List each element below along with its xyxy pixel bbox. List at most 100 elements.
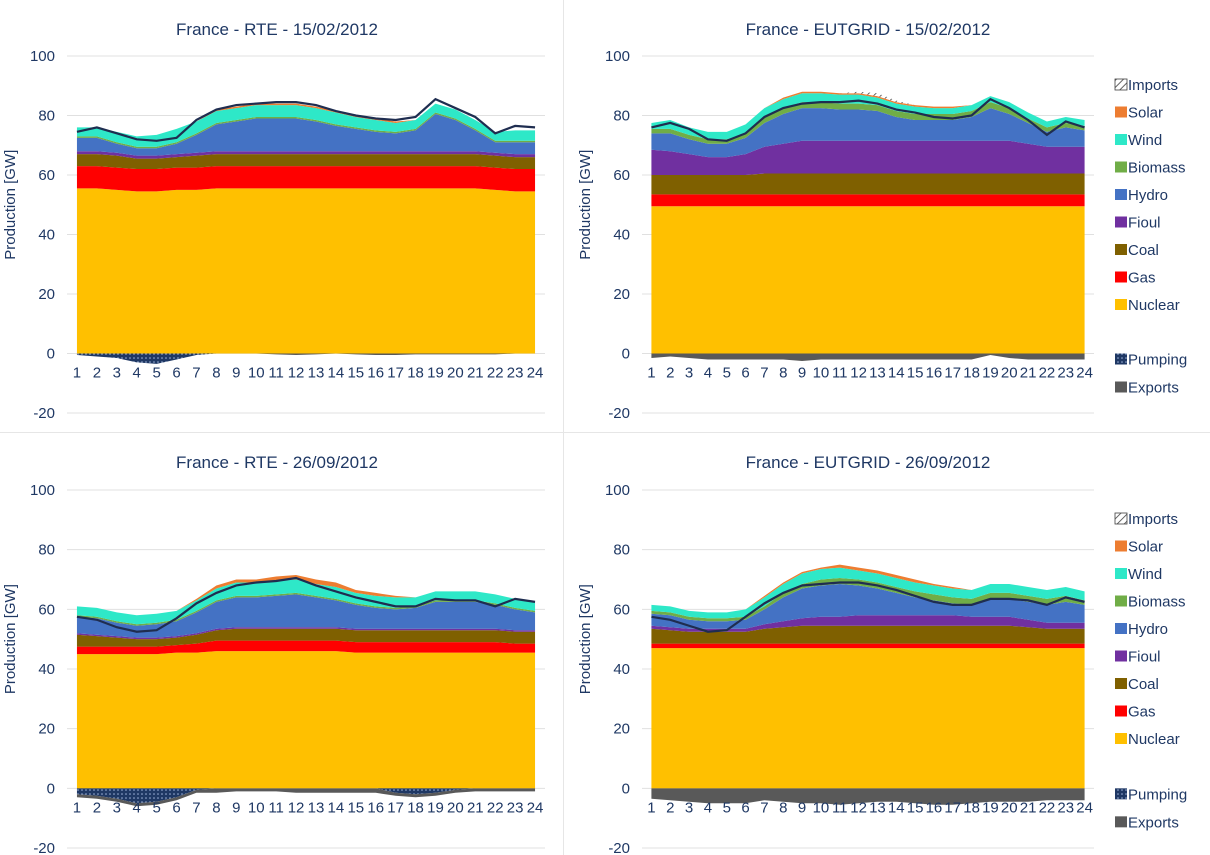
x-tick-label: 24 [527, 365, 544, 382]
y-tick-label: 40 [613, 227, 630, 244]
x-tick-label: 5 [723, 799, 731, 816]
x-tick-label: 9 [798, 365, 806, 382]
consumption-line [76, 576, 536, 633]
x-tick-label: 10 [248, 365, 265, 382]
legend-swatch-hydro [1115, 623, 1127, 634]
area-gas [651, 643, 1085, 649]
area-solar [651, 564, 1085, 613]
legend-label-pumping: Pumping [1128, 352, 1187, 369]
legend-swatch-exports [1115, 381, 1127, 393]
legend-label-pumping: Pumping [1128, 786, 1187, 803]
legend-label-gas: Gas [1128, 270, 1156, 287]
x-tick-label: 11 [268, 365, 284, 382]
chart-panel-3: France - RTE - 26/09/2012 -20 0 20 40 60 80 100… [2, 453, 545, 855]
x-tick-label: 8 [779, 799, 787, 816]
area-coal [76, 628, 536, 647]
legend-swatch-nuclear [1115, 299, 1127, 310]
area-nuclear [76, 651, 536, 789]
legend-swatch-pumping [1115, 353, 1127, 365]
x-tick-label: 15 [347, 365, 364, 382]
x-tick-label: 16 [926, 799, 943, 816]
x-tick-label: 22 [1039, 365, 1056, 382]
legend-swatch-exports [1115, 816, 1127, 828]
area-wind [76, 103, 536, 147]
y-tick-label: 60 [613, 601, 630, 618]
x-tick-label: 11 [832, 799, 848, 816]
x-tick-label: 13 [869, 365, 886, 382]
x-tick-label: 12 [850, 365, 867, 382]
y-tick-label: 0 [622, 346, 630, 363]
y-axis-label: Production [GW] [577, 150, 594, 260]
legend-swatch-fioul [1115, 650, 1127, 662]
x-tick-label: 7 [760, 365, 768, 382]
legend-label-solar: Solar [1128, 105, 1163, 122]
x-tick-label: 21 [1020, 365, 1037, 382]
y-tick-label: 40 [38, 661, 55, 678]
x-tick-label: 11 [832, 365, 848, 382]
x-tick-label: 5 [152, 365, 160, 382]
legend-swatch-imports [1114, 78, 1128, 91]
y-tick-label: 100 [605, 482, 630, 499]
x-tick-label: 16 [367, 365, 384, 382]
area-fioul [651, 615, 1085, 632]
legend-swatch-hydro [1115, 189, 1127, 200]
x-tick-label: 19 [982, 365, 999, 382]
y-axis-label: Production [GW] [577, 584, 594, 694]
consumption-line [651, 581, 1085, 633]
legend-swatch-wind [1115, 568, 1127, 579]
y-tick-label: 60 [613, 167, 630, 184]
x-tick-label: 16 [926, 365, 943, 382]
legend-label-biomass: Biomass [1128, 594, 1186, 611]
x-tick-label: 16 [367, 799, 384, 816]
y-tick-label: 80 [38, 108, 55, 125]
legend-label-nuclear: Nuclear [1128, 297, 1180, 314]
x-tick-label: 19 [982, 799, 999, 816]
y-tick-label: 20 [613, 286, 630, 303]
y-tick-label: 100 [30, 48, 55, 65]
x-tick-label: 15 [907, 365, 924, 382]
y-tick-label: 20 [38, 721, 55, 738]
y-tick-label: 100 [30, 482, 55, 499]
x-tick-label: 20 [1001, 365, 1018, 382]
legend-label-imports: Imports [1128, 77, 1178, 94]
legend-label-coal: Coal [1128, 242, 1159, 259]
x-tick-label: 14 [888, 365, 905, 382]
area-gas [76, 640, 536, 655]
x-tick-label: 4 [133, 365, 141, 382]
x-tick-label: 5 [152, 799, 160, 816]
legend-label-gas: Gas [1128, 704, 1156, 721]
x-tick-label: 8 [212, 799, 220, 816]
x-tick-label: 23 [1057, 365, 1074, 382]
x-tick-label: 18 [963, 365, 980, 382]
area-hydro [651, 108, 1085, 158]
x-tick-label: 20 [447, 365, 464, 382]
x-tick-label: 10 [248, 799, 265, 816]
x-tick-label: 23 [507, 365, 524, 382]
area-gas [651, 194, 1085, 207]
x-tick-label: 24 [1076, 365, 1093, 382]
x-tick-label: 3 [113, 799, 121, 816]
x-tick-label: 15 [347, 799, 364, 816]
x-tick-label: 6 [172, 365, 180, 382]
y-axis-label: Production [GW] [2, 584, 19, 694]
x-tick-label: 20 [447, 799, 464, 816]
x-tick-label: 12 [288, 799, 305, 816]
x-tick-label: 8 [212, 365, 220, 382]
chart-title: France - EUTGRID - 15/02/2012 [746, 20, 991, 39]
y-tick-label: 80 [38, 542, 55, 559]
legend-label-imports: Imports [1128, 511, 1178, 528]
y-tick-label: 100 [605, 48, 630, 65]
x-tick-label: 3 [685, 365, 693, 382]
area-exports [651, 788, 1085, 805]
area-hydro [76, 594, 536, 638]
y-tick-label: 60 [38, 601, 55, 618]
x-tick-label: 17 [387, 799, 404, 816]
legend: Imports Solar Wind Biomass Hydro Fioul Coal Gas… [1114, 511, 1187, 831]
x-tick-label: 18 [407, 799, 424, 816]
x-tick-label: 2 [666, 365, 674, 382]
area-hydro [76, 114, 536, 156]
area-fioul [76, 627, 536, 640]
legend-swatch-biomass [1115, 595, 1127, 607]
x-tick-label: 3 [685, 799, 693, 816]
area-pumping [76, 353, 536, 364]
